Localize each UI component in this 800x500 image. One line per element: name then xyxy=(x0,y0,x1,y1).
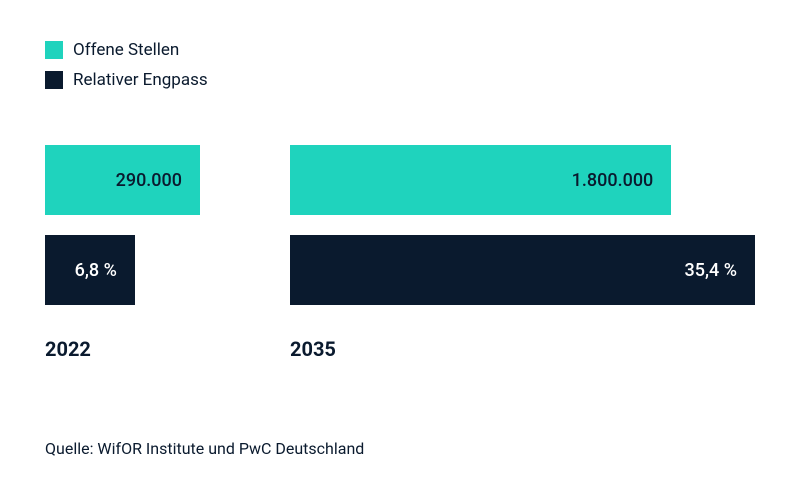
chart-area: 290.000 6,8 % 2022 1.800.000 35,4 % 2035 xyxy=(45,145,755,361)
bar-value: 1.800.000 xyxy=(572,170,654,191)
bar-value: 290.000 xyxy=(116,170,182,191)
bar-offene-stellen-2035: 1.800.000 xyxy=(290,145,671,215)
bar-offene-stellen-2022: 290.000 xyxy=(45,145,200,215)
legend-swatch-dark xyxy=(45,71,63,89)
legend-swatch-teal xyxy=(45,41,63,59)
legend: Offene Stellen Relativer Engpass xyxy=(45,40,755,90)
legend-item: Relativer Engpass xyxy=(45,70,755,90)
year-label: 2022 xyxy=(45,337,200,361)
year-column-2022: 290.000 6,8 % 2022 xyxy=(45,145,200,361)
year-label: 2035 xyxy=(290,337,755,361)
bar-relativer-engpass-2035: 35,4 % xyxy=(290,235,755,305)
bar-relativer-engpass-2022: 6,8 % xyxy=(45,235,135,305)
year-column-2035: 1.800.000 35,4 % 2035 xyxy=(290,145,755,361)
source-text: Quelle: WifOR Institute und PwC Deutschl… xyxy=(45,439,364,458)
bar-value: 6,8 % xyxy=(75,260,117,281)
legend-label: Relativer Engpass xyxy=(73,70,208,90)
bar-value: 35,4 % xyxy=(685,260,737,281)
legend-item: Offene Stellen xyxy=(45,40,755,60)
legend-label: Offene Stellen xyxy=(73,40,179,60)
